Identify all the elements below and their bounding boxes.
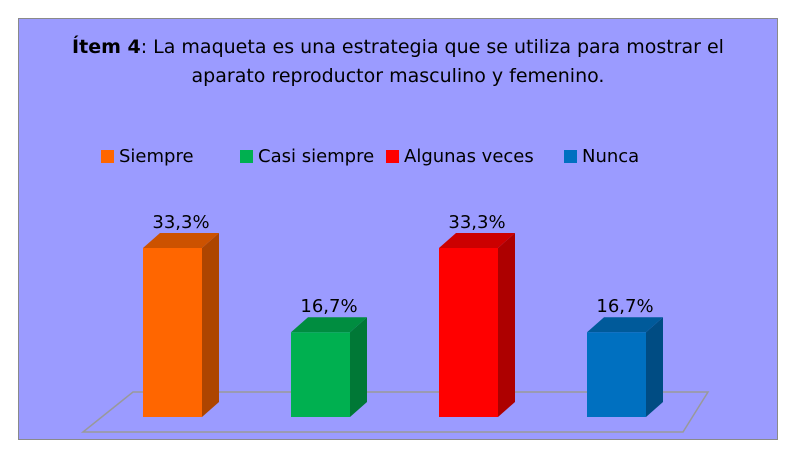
bar-side [646,317,663,417]
bar-side [498,233,515,417]
chart-title: Ítem 4: La maqueta es una estrategia que… [39,33,757,91]
data-label: 33,3% [152,212,209,233]
floor [80,391,710,433]
legend-swatch [101,150,114,163]
bar-top [291,317,367,333]
bar [439,248,498,417]
legend-swatch [386,150,399,163]
legend-label: Nunca [582,146,639,167]
bar-top [587,317,663,333]
data-label: 16,7% [596,296,653,317]
bar [587,332,646,417]
legend-swatch [564,150,577,163]
bar-side [350,317,367,417]
legend-swatch [240,150,253,163]
legend-label: Algunas veces [404,146,534,167]
legend-label: Siempre [119,146,194,167]
bar-top [143,233,219,249]
bar [291,332,350,417]
bar-top [439,233,515,249]
title-label: Ítem 4 [72,36,141,58]
legend-label: Casi siempre [258,146,374,167]
data-label: 16,7% [300,296,357,317]
title-text: : La maqueta es una estrategia que se ut… [140,36,724,87]
data-label: 33,3% [448,212,505,233]
bar [143,248,202,417]
bar-side [202,233,219,417]
